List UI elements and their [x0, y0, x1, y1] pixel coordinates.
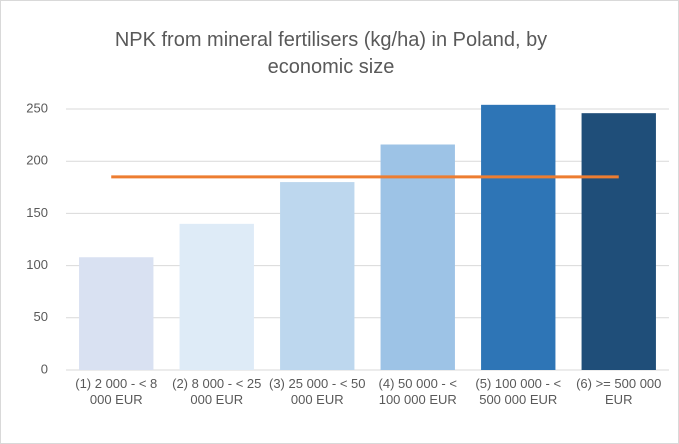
x-tick-label: (2) 8 000 - < 25 000 EUR	[172, 376, 262, 407]
y-tick-label: 0	[41, 361, 48, 376]
bar	[79, 257, 154, 370]
bar	[280, 182, 355, 370]
x-tick-label: (6) >= 500 000 EUR	[576, 376, 662, 407]
bar	[581, 113, 656, 371]
bar	[380, 144, 455, 370]
x-tick-label: (4) 50 000 - < 100 000 EUR	[378, 376, 457, 407]
y-tick-label: 150	[26, 205, 48, 220]
y-tick-label: 100	[26, 257, 48, 272]
bar	[481, 104, 556, 370]
x-tick-label: (3) 25 000 - < 50 000 EUR	[269, 376, 366, 407]
x-tick-label: (1) 2 000 - < 8 000 EUR	[75, 376, 158, 407]
bar	[179, 223, 254, 370]
chart-title: NPK from mineral fertilisers (kg/ha) in …	[114, 29, 548, 78]
x-tick-label: (5) 100 000 - < 500 000 EUR	[475, 376, 562, 407]
y-tick-label: 50	[34, 309, 48, 324]
y-tick-label: 200	[26, 153, 48, 168]
y-tick-label: 250	[26, 100, 48, 115]
